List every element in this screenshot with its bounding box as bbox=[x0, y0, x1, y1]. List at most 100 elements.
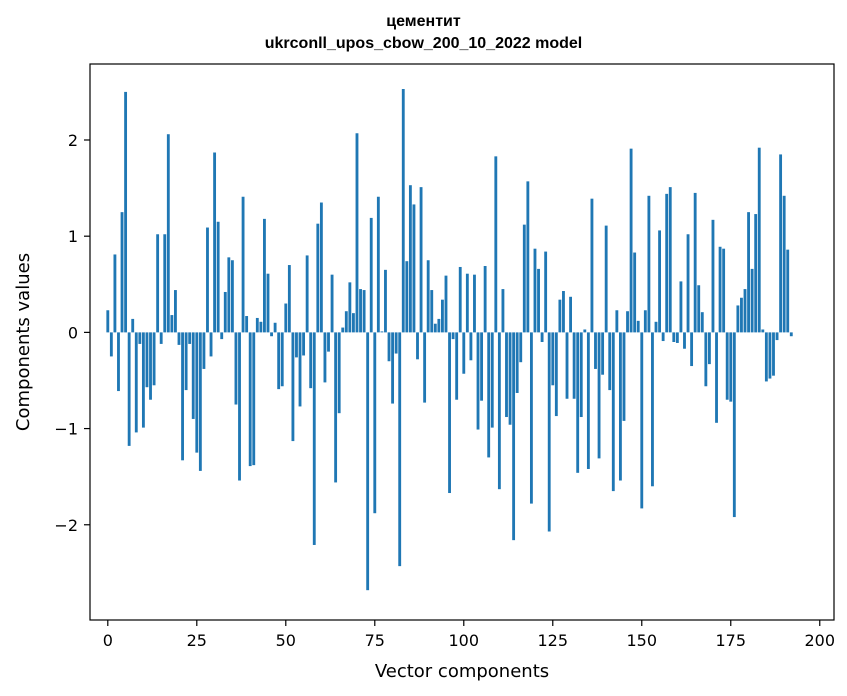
bar-129 bbox=[565, 332, 569, 399]
bar-131 bbox=[572, 332, 576, 399]
bar-145 bbox=[622, 332, 626, 421]
x-tick-label: 200 bbox=[804, 631, 835, 650]
bar-184 bbox=[761, 329, 765, 333]
bar-111 bbox=[501, 289, 505, 333]
bar-4 bbox=[120, 212, 124, 333]
bar-79 bbox=[387, 332, 391, 362]
bar-13 bbox=[152, 332, 156, 386]
bar-180 bbox=[747, 212, 750, 333]
bar-146 bbox=[626, 311, 629, 333]
bar-135 bbox=[586, 332, 590, 469]
bar-49 bbox=[280, 332, 284, 387]
bar-0 bbox=[106, 310, 110, 333]
bar-112 bbox=[505, 332, 508, 418]
bar-55 bbox=[302, 332, 306, 356]
bar-96 bbox=[448, 332, 451, 494]
bar-82 bbox=[398, 332, 402, 567]
bar-183 bbox=[757, 147, 761, 333]
bar-37 bbox=[238, 332, 241, 481]
bar-110 bbox=[497, 332, 501, 490]
bar-40 bbox=[248, 332, 252, 467]
bar-114 bbox=[512, 332, 516, 541]
bar-173 bbox=[722, 248, 726, 333]
bar-3 bbox=[117, 332, 120, 392]
bar-115 bbox=[515, 332, 519, 393]
bar-18 bbox=[170, 315, 174, 333]
bar-117 bbox=[522, 224, 526, 333]
chart-subtitle: ukrconll_upos_cbow_200_10_2022 model bbox=[264, 35, 583, 52]
bar-109 bbox=[494, 156, 498, 333]
bar-65 bbox=[337, 332, 341, 414]
bar-130 bbox=[569, 296, 572, 333]
bar-136 bbox=[590, 198, 594, 333]
bar-166 bbox=[697, 285, 701, 333]
bar-106 bbox=[483, 266, 487, 333]
bar-92 bbox=[433, 323, 437, 333]
bar-36 bbox=[234, 332, 238, 405]
bar-21 bbox=[181, 332, 184, 461]
bar-170 bbox=[711, 219, 715, 333]
bar-175 bbox=[729, 332, 733, 402]
bar-60 bbox=[319, 202, 323, 333]
bar-10 bbox=[141, 332, 145, 428]
x-tick-label: 0 bbox=[103, 631, 113, 650]
bar-14 bbox=[156, 234, 160, 333]
bar-153 bbox=[651, 332, 654, 487]
bar-142 bbox=[611, 332, 615, 492]
bar-134 bbox=[583, 329, 587, 333]
bar-159 bbox=[672, 332, 676, 342]
bar-83 bbox=[401, 89, 405, 333]
bar-2 bbox=[113, 254, 117, 333]
bar-34 bbox=[227, 257, 231, 333]
bar-103 bbox=[473, 274, 476, 333]
bar-151 bbox=[643, 310, 647, 333]
bar-91 bbox=[430, 290, 434, 333]
bar-169 bbox=[707, 332, 711, 365]
bar-167 bbox=[700, 312, 704, 333]
bar-84 bbox=[405, 261, 409, 333]
bar-163 bbox=[686, 234, 690, 333]
x-tick-label: 50 bbox=[276, 631, 296, 650]
bar-187 bbox=[772, 332, 775, 376]
bar-124 bbox=[547, 332, 551, 532]
bar-43 bbox=[259, 321, 263, 333]
bar-147 bbox=[629, 148, 633, 333]
y-axis-ticks: −2 −1 0 1 2 bbox=[54, 131, 90, 535]
bar-69 bbox=[352, 313, 355, 333]
bar-32 bbox=[220, 332, 224, 340]
y-tick-label: −1 bbox=[54, 420, 78, 439]
bar-64 bbox=[334, 332, 338, 483]
bar-118 bbox=[526, 181, 530, 333]
bar-185 bbox=[764, 332, 768, 382]
bar-23 bbox=[188, 332, 192, 344]
bar-188 bbox=[775, 332, 779, 341]
bar-9 bbox=[138, 332, 142, 344]
bar-47 bbox=[273, 322, 277, 333]
bar-67 bbox=[344, 311, 348, 333]
bar-87 bbox=[416, 332, 419, 360]
bar-81 bbox=[394, 332, 398, 354]
bar-19 bbox=[174, 290, 177, 333]
bar-66 bbox=[341, 327, 345, 333]
bar-94 bbox=[441, 299, 444, 333]
bar-5 bbox=[124, 91, 128, 333]
y-axis-label: Components values bbox=[13, 253, 34, 431]
bar-133 bbox=[579, 332, 583, 418]
bar-63 bbox=[330, 274, 334, 333]
x-tick-label: 175 bbox=[715, 631, 746, 650]
bar-93 bbox=[437, 318, 441, 333]
bar-74 bbox=[369, 217, 373, 333]
bar-126 bbox=[554, 332, 558, 417]
bar-71 bbox=[359, 289, 362, 333]
bar-45 bbox=[266, 273, 270, 333]
bar-98 bbox=[455, 332, 459, 400]
bar-148 bbox=[633, 252, 637, 333]
bar-138 bbox=[597, 332, 601, 459]
bar-68 bbox=[348, 282, 352, 333]
bar-191 bbox=[786, 249, 790, 333]
bar-26 bbox=[198, 332, 202, 471]
bar-105 bbox=[480, 332, 484, 401]
bar-38 bbox=[241, 196, 245, 333]
bar-113 bbox=[508, 332, 512, 425]
bar-51 bbox=[287, 265, 291, 333]
